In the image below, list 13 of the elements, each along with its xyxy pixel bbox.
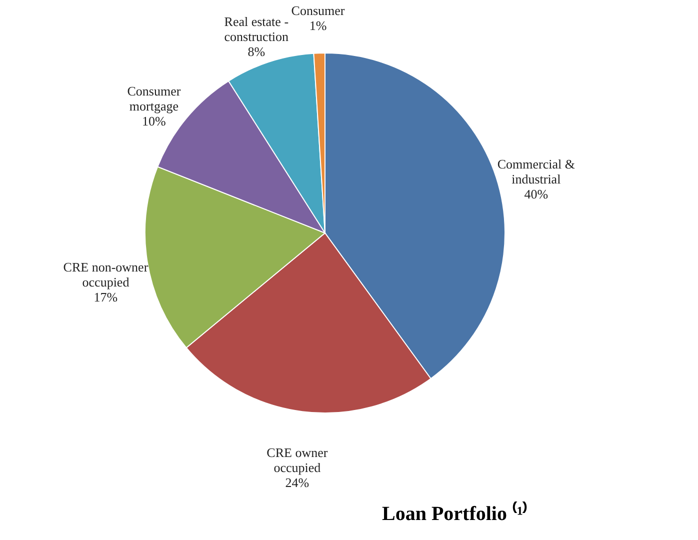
data-label: 24% [285,475,310,490]
slice-label: Real estate - construction [224,14,290,44]
data-label: 40% [524,186,548,202]
slice-label: CRE non-owner occupied [63,260,149,290]
text: Loan Portfolio ⁽¹⁾ [382,501,528,526]
slice-label: Consumer mortgage [127,83,182,114]
slice-label: Consumer [291,3,346,18]
slice-label: Commercial & industrial [497,156,575,186]
slice-label: CRE owner occupied [266,445,328,476]
data-label: 10% [142,113,166,128]
data-label: 1% [309,18,327,34]
data-label: 8% [248,44,266,59]
data-label: 17% [94,290,118,305]
